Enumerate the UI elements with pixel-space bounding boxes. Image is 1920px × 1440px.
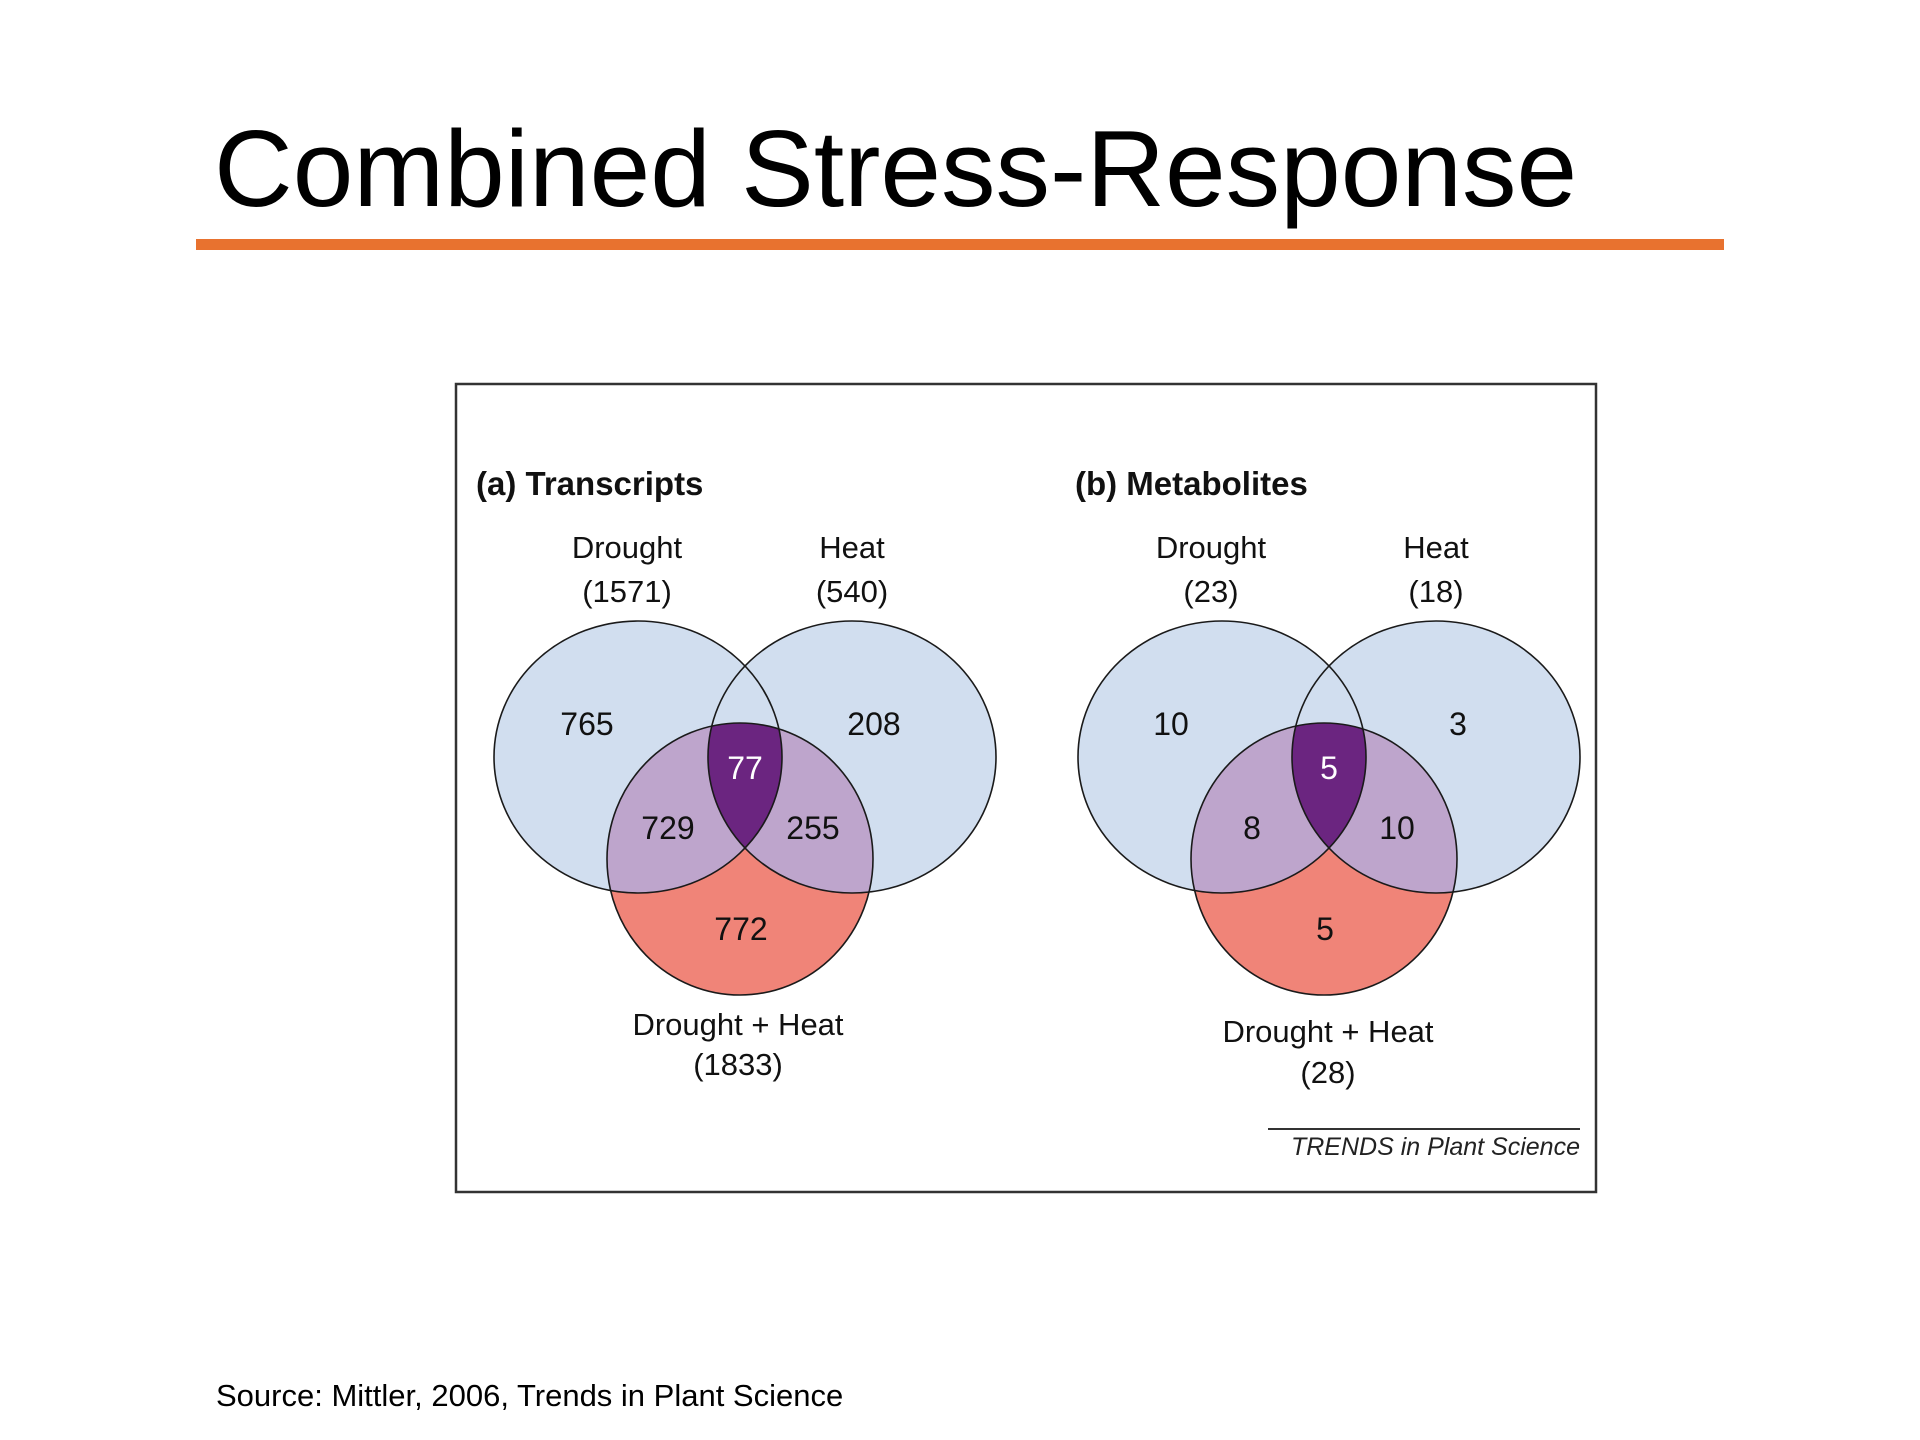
outline-drought — [493, 620, 783, 894]
count-all-three: 5 — [1320, 750, 1338, 786]
panel-title: (b) Metabolites — [1075, 465, 1308, 502]
set-label-drought: Drought — [572, 530, 683, 565]
count-all-three: 77 — [727, 750, 763, 786]
set-label-heat: Heat — [819, 530, 885, 565]
outline-heat — [707, 620, 997, 894]
set-total-combined: (1833) — [693, 1047, 783, 1082]
set-total-drought: (1571) — [582, 574, 672, 609]
title-underline — [196, 239, 1724, 250]
outline-combined — [1190, 722, 1458, 996]
count-heat-only: 208 — [847, 706, 900, 742]
outline-heat — [1291, 620, 1581, 894]
set-total-drought: (23) — [1183, 574, 1238, 609]
set-label-drought: Drought — [1156, 530, 1267, 565]
count-drought-only: 10 — [1153, 706, 1189, 742]
set-total-combined: (28) — [1300, 1055, 1355, 1090]
set-label-heat: Heat — [1403, 530, 1469, 565]
set-label-combined: Drought + Heat — [1222, 1014, 1433, 1049]
set-total-heat: (18) — [1408, 574, 1463, 609]
panel-title: (a) Transcripts — [476, 465, 703, 502]
panel-metabolites: (b) Metabolites Drought (23) Heat (18) Drough… — [1075, 465, 1581, 1090]
set-label-combined: Drought + Heat — [632, 1007, 843, 1042]
count-heat-and-combined: 10 — [1379, 810, 1415, 846]
count-drought-only: 765 — [560, 706, 613, 742]
set-total-heat: (540) — [816, 574, 888, 609]
count-heat-and-combined: 255 — [786, 810, 839, 846]
slide-title: Combined Stress-Response — [214, 108, 1578, 230]
count-combined-only: 772 — [714, 911, 767, 947]
count-drought-and-combined: 729 — [641, 810, 694, 846]
source-citation: Source: Mittler, 2006, Trends in Plant S… — [216, 1378, 844, 1413]
panel-transcripts: (a) Transcripts Drought (1571) Heat (540) Dro… — [476, 465, 997, 1082]
figure-credit: TRENDS in Plant Science — [1291, 1133, 1580, 1161]
count-heat-only: 3 — [1449, 706, 1467, 742]
outline-drought — [1077, 620, 1367, 894]
count-combined-only: 5 — [1316, 911, 1334, 947]
count-drought-and-combined: 8 — [1243, 810, 1261, 846]
outline-combined — [606, 722, 874, 996]
